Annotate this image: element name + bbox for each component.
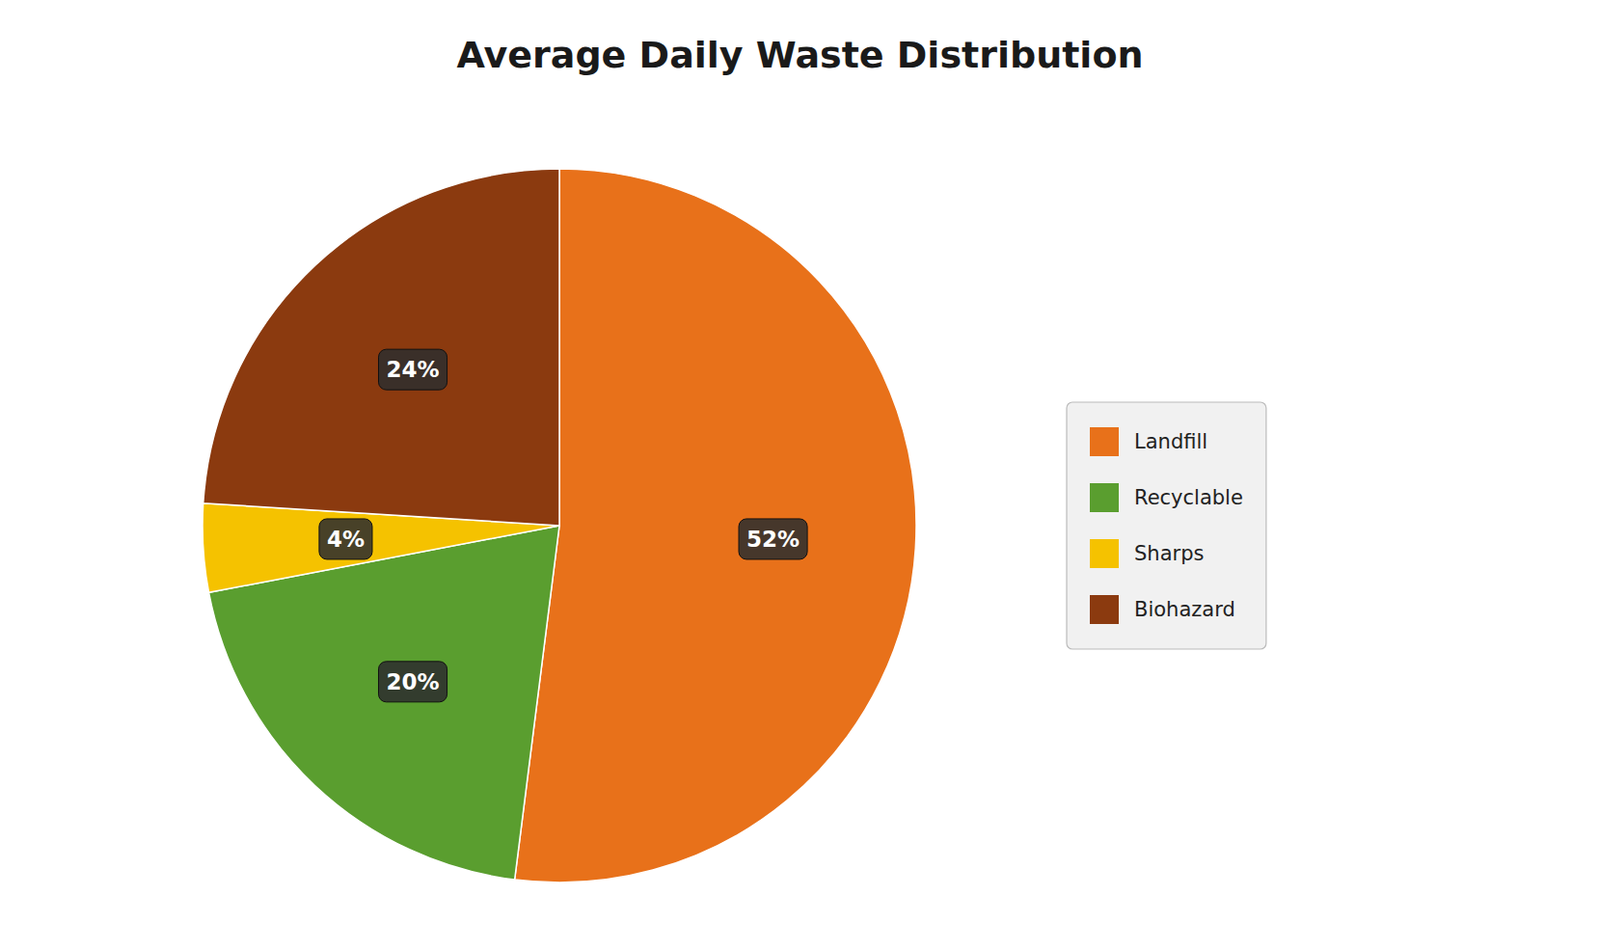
legend-label: Recyclable — [1134, 486, 1244, 510]
legend-swatch — [1089, 539, 1119, 569]
legend-item: Biohazard — [1089, 595, 1236, 624]
legend-label: Landfill — [1134, 430, 1208, 454]
data-label: 20% — [385, 669, 439, 695]
data-label-box — [378, 661, 447, 703]
data-label-group: 4% — [319, 518, 373, 560]
pie: 52% 20% 4% 24% — [202, 168, 917, 883]
legend: Landfill Recyclable Sharps Biohazard — [1066, 402, 1267, 650]
data-label-box — [378, 349, 447, 390]
legend-label: Biohazard — [1134, 597, 1236, 622]
pie-slice — [515, 168, 917, 883]
data-label-box — [319, 518, 373, 560]
legend-swatch — [1089, 427, 1119, 457]
chart-title: Average Daily Waste Distribution — [456, 33, 1143, 77]
legend-swatch — [1089, 483, 1119, 513]
legend-item: Sharps — [1089, 539, 1204, 569]
data-label: 52% — [746, 526, 800, 552]
legend-swatch — [1089, 595, 1119, 624]
data-label-group: 24% — [378, 349, 447, 390]
data-labels: 52% 20% 4% 24% — [319, 349, 808, 703]
data-label: 4% — [326, 526, 365, 552]
data-label-group: 52% — [738, 518, 808, 560]
data-label-group: 20% — [378, 661, 447, 703]
chart-root: Average Daily Waste Distribution 52% 20% 4%… — [0, 0, 1600, 950]
pie-slice — [203, 168, 560, 526]
legend-item: Landfill — [1089, 427, 1208, 457]
legend-item: Recyclable — [1089, 483, 1244, 513]
legend-frame — [1066, 402, 1267, 650]
data-label: 24% — [385, 356, 439, 382]
legend-label: Sharps — [1134, 542, 1204, 566]
slices — [202, 168, 917, 883]
data-label-box — [738, 518, 808, 560]
